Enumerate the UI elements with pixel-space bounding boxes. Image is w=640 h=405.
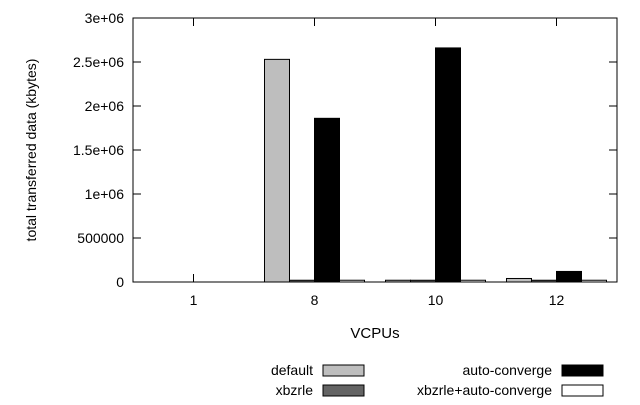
bar-auto-converge-8 — [314, 117, 340, 283]
bars-layer — [264, 47, 607, 283]
legend-swatch — [561, 364, 604, 377]
y-tick-label: 3e+06 — [85, 10, 125, 26]
x-axis-label: VCPUs — [350, 325, 399, 342]
y-axis-label: total transferred data (kbytes) — [23, 59, 39, 242]
legend-swatch — [322, 384, 365, 397]
y-tick-label: 2e+06 — [85, 98, 125, 114]
bar-auto-converge-10 — [435, 47, 461, 283]
legend-label: xbzrle+auto-converge — [417, 382, 552, 398]
bar-auto-converge-12 — [556, 270, 582, 283]
bar-default-8 — [264, 58, 290, 283]
x-tick-label: 10 — [428, 292, 444, 308]
y-tick-label: 2.5e+06 — [73, 54, 124, 70]
legend-swatch — [322, 364, 365, 377]
y-tick-label: 0 — [116, 274, 124, 290]
legend-label: xbzrle — [276, 382, 314, 398]
legend-label: auto-converge — [462, 362, 552, 378]
y-tick-label: 1e+06 — [85, 186, 125, 202]
y-tick-label: 1.5e+06 — [73, 142, 124, 158]
bar-default-12 — [506, 277, 532, 283]
legend-label: default — [271, 362, 313, 378]
legend-swatch — [561, 384, 604, 397]
x-tick-label: 12 — [549, 292, 565, 308]
ticks-layer: 0 500000 1e+06 1.5e+06 2e+06 2.5e+06 3e+06 1 8 10… — [73, 10, 617, 308]
x-tick-label: 8 — [311, 292, 319, 308]
plot-frame — [132, 17, 618, 283]
x-tick-label: 1 — [190, 292, 198, 308]
legend: default xbzrle auto-converge xbzrle+auto-co… — [271, 362, 604, 398]
y-tick-label: 500000 — [77, 230, 124, 246]
